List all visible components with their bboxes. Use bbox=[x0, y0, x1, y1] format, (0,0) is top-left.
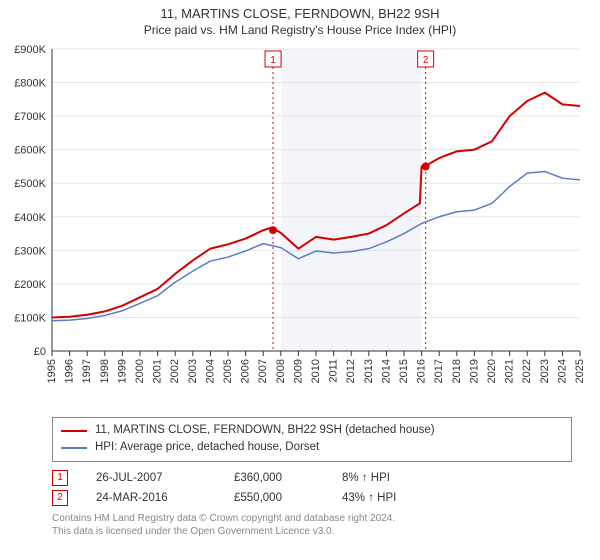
svg-text:2012: 2012 bbox=[345, 359, 357, 383]
legend-item-subject: 11, MARTINS CLOSE, FERNDOWN, BH22 9SH (d… bbox=[61, 422, 563, 439]
svg-text:2015: 2015 bbox=[398, 359, 410, 383]
svg-text:2005: 2005 bbox=[222, 359, 234, 383]
svg-text:2004: 2004 bbox=[204, 359, 216, 383]
legend-label: HPI: Average price, detached house, Dors… bbox=[95, 439, 319, 456]
svg-text:£300K: £300K bbox=[14, 245, 46, 257]
svg-text:1998: 1998 bbox=[99, 359, 111, 383]
sale-marker-icon: 1 bbox=[52, 470, 68, 486]
svg-text:2: 2 bbox=[423, 55, 429, 66]
svg-text:£700K: £700K bbox=[14, 111, 46, 123]
sale-date: 26-JUL-2007 bbox=[96, 472, 206, 484]
sale-row-1: 1 26-JUL-2007 £360,000 8% ↑ HPI bbox=[52, 468, 572, 488]
svg-text:2007: 2007 bbox=[257, 359, 269, 383]
legend-label: 11, MARTINS CLOSE, FERNDOWN, BH22 9SH (d… bbox=[95, 422, 435, 439]
svg-text:£200K: £200K bbox=[14, 279, 46, 291]
footer-line: Contains HM Land Registry data © Crown c… bbox=[52, 512, 572, 525]
svg-text:2018: 2018 bbox=[451, 359, 463, 383]
svg-text:£0: £0 bbox=[34, 346, 46, 358]
svg-text:£600K: £600K bbox=[14, 145, 46, 157]
svg-text:1997: 1997 bbox=[81, 359, 93, 383]
footer-line: This data is licensed under the Open Gov… bbox=[52, 525, 572, 538]
legend-item-hpi: HPI: Average price, detached house, Dors… bbox=[61, 439, 563, 456]
svg-text:2006: 2006 bbox=[240, 359, 252, 383]
svg-text:2019: 2019 bbox=[468, 359, 480, 383]
legend-box: 11, MARTINS CLOSE, FERNDOWN, BH22 9SH (d… bbox=[52, 417, 572, 462]
svg-text:2013: 2013 bbox=[363, 359, 375, 383]
svg-text:1995: 1995 bbox=[46, 359, 58, 383]
svg-text:2023: 2023 bbox=[539, 359, 551, 383]
svg-text:£800K: £800K bbox=[14, 78, 46, 90]
svg-text:2024: 2024 bbox=[556, 359, 568, 383]
svg-text:£400K: £400K bbox=[14, 212, 46, 224]
svg-text:2021: 2021 bbox=[504, 359, 516, 383]
sale-row-2: 2 24-MAR-2016 £550,000 43% ↑ HPI bbox=[52, 488, 572, 508]
legend-swatch bbox=[61, 430, 87, 432]
svg-text:2002: 2002 bbox=[169, 359, 181, 383]
legend-swatch bbox=[61, 447, 87, 449]
svg-text:2014: 2014 bbox=[380, 359, 392, 383]
svg-text:2025: 2025 bbox=[574, 359, 586, 383]
sale-marker-icon: 2 bbox=[52, 490, 68, 506]
svg-text:2010: 2010 bbox=[310, 359, 322, 383]
svg-text:2022: 2022 bbox=[521, 359, 533, 383]
svg-text:2001: 2001 bbox=[152, 359, 164, 383]
svg-text:£100K: £100K bbox=[14, 312, 46, 324]
sale-price: £360,000 bbox=[234, 472, 314, 484]
chart-area: £0 £100K £200K £300K £400K £500K £600K £700K £80… bbox=[0, 41, 600, 411]
svg-text:2011: 2011 bbox=[328, 359, 340, 383]
svg-text:2003: 2003 bbox=[187, 359, 199, 383]
svg-text:£500K: £500K bbox=[14, 178, 46, 190]
sale-delta: 43% ↑ HPI bbox=[342, 492, 432, 504]
svg-text:2000: 2000 bbox=[134, 359, 146, 383]
svg-text:£900K: £900K bbox=[14, 44, 46, 56]
svg-text:1996: 1996 bbox=[64, 359, 76, 383]
svg-text:2017: 2017 bbox=[433, 359, 445, 383]
svg-text:2016: 2016 bbox=[416, 359, 428, 383]
svg-text:1999: 1999 bbox=[116, 359, 128, 383]
svg-text:1: 1 bbox=[270, 55, 276, 66]
chart-title: 11, MARTINS CLOSE, FERNDOWN, BH22 9SH bbox=[0, 0, 600, 21]
svg-text:2009: 2009 bbox=[292, 359, 304, 383]
svg-text:2020: 2020 bbox=[486, 359, 498, 383]
footer-attribution: Contains HM Land Registry data © Crown c… bbox=[52, 512, 572, 538]
sales-table: 1 26-JUL-2007 £360,000 8% ↑ HPI 2 24-MAR… bbox=[52, 468, 572, 508]
sale-date: 24-MAR-2016 bbox=[96, 492, 206, 504]
line-chart-svg: £0 £100K £200K £300K £400K £500K £600K £700K £80… bbox=[0, 41, 600, 411]
svg-text:2008: 2008 bbox=[275, 359, 287, 383]
chart-subtitle: Price paid vs. HM Land Registry's House … bbox=[0, 21, 600, 41]
sale-delta: 8% ↑ HPI bbox=[342, 472, 432, 484]
sale-price: £550,000 bbox=[234, 492, 314, 504]
